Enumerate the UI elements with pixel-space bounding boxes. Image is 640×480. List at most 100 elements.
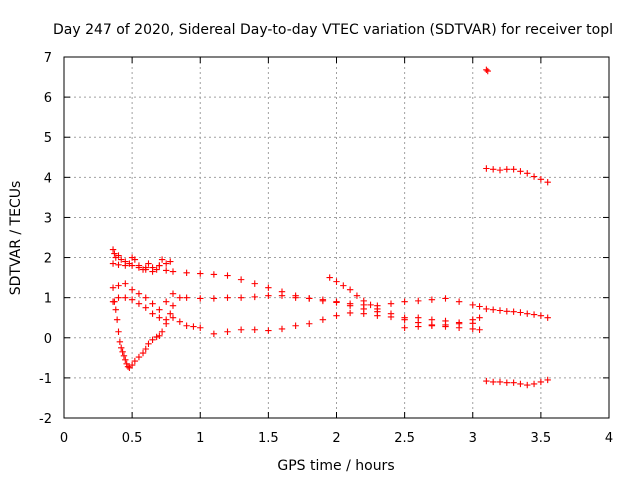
y-tick-label: -2	[39, 412, 52, 427]
data-point	[510, 379, 517, 386]
data-point	[156, 332, 163, 339]
y-axis-label: SDTVAR / TECUs	[8, 181, 24, 296]
x-tick-label: 3.5	[531, 431, 552, 446]
data-point	[111, 250, 118, 257]
data-point	[544, 178, 551, 186]
series-track-e	[326, 274, 483, 333]
data-point	[483, 377, 490, 385]
data-point	[158, 256, 166, 263]
data-point	[162, 260, 170, 267]
series-outlier	[483, 66, 491, 75]
data-point	[503, 166, 511, 173]
data-point	[115, 261, 122, 268]
data-point	[360, 297, 367, 305]
data-point	[346, 286, 354, 293]
data-point	[149, 268, 156, 275]
data-point	[167, 310, 174, 317]
data-point	[265, 292, 272, 299]
data-point	[197, 324, 204, 331]
data-point	[149, 300, 156, 307]
data-point	[131, 357, 139, 365]
data-point	[387, 310, 395, 317]
data-point	[544, 314, 551, 321]
data-point	[153, 333, 160, 341]
data-point	[120, 352, 128, 360]
x-tick-label: 1.5	[258, 431, 279, 446]
data-point	[530, 173, 538, 180]
x-tick-label: 3	[469, 431, 477, 446]
data-point	[469, 301, 476, 309]
data-point	[333, 298, 340, 305]
data-point	[176, 318, 184, 325]
data-point	[237, 326, 245, 333]
data-point	[224, 294, 231, 301]
data-point	[126, 260, 133, 267]
data-point	[145, 340, 152, 347]
data-point	[306, 295, 313, 302]
data-point	[326, 274, 333, 281]
data-point	[116, 338, 124, 345]
data-point	[517, 380, 524, 388]
data-point	[476, 326, 483, 333]
y-tick-label: -1	[39, 372, 52, 387]
data-point	[113, 316, 121, 323]
data-point	[183, 294, 190, 301]
data-point	[123, 360, 130, 368]
data-point	[197, 270, 204, 277]
data-point	[122, 258, 129, 265]
data-point	[210, 295, 218, 302]
data-point	[149, 336, 156, 343]
data-point	[346, 300, 354, 307]
data-point	[142, 294, 149, 301]
x-tick-label: 0.5	[122, 431, 143, 446]
data-point	[483, 305, 490, 313]
data-point	[401, 316, 408, 323]
data-point	[169, 302, 177, 309]
data-point	[183, 269, 190, 276]
data-point	[224, 272, 231, 279]
data-point	[115, 328, 122, 335]
data-point	[537, 378, 545, 386]
data-point	[112, 306, 119, 313]
data-point	[176, 294, 184, 301]
data-point	[118, 344, 125, 352]
data-point	[442, 321, 449, 329]
data-point	[197, 295, 204, 302]
data-point	[401, 324, 408, 331]
data-point	[265, 284, 272, 291]
data-point	[118, 256, 125, 263]
series-track-a-top	[109, 246, 174, 275]
data-point	[115, 282, 122, 289]
data-point	[442, 295, 449, 302]
data-point	[122, 356, 129, 364]
data-points	[109, 66, 551, 389]
data-point	[251, 280, 258, 287]
data-point	[109, 284, 117, 291]
data-point	[251, 293, 258, 301]
data-point	[265, 327, 272, 334]
data-point	[119, 348, 126, 356]
data-point	[224, 328, 231, 335]
data-point	[367, 301, 374, 309]
series-track-g	[483, 165, 551, 186]
data-point	[210, 330, 218, 337]
y-tick-label: 0	[44, 332, 52, 347]
data-point	[319, 316, 327, 323]
data-point	[360, 310, 367, 317]
data-point	[167, 258, 174, 265]
data-point	[484, 67, 491, 75]
data-point	[126, 364, 133, 372]
x-tick-label: 2	[332, 431, 340, 446]
data-point	[139, 349, 147, 357]
data-point	[162, 298, 170, 305]
data-point	[183, 322, 190, 329]
data-point	[292, 294, 299, 301]
y-tick-label: 3	[44, 211, 52, 226]
y-tick-label: 2	[44, 252, 52, 267]
data-point	[489, 306, 497, 313]
data-point	[387, 300, 395, 307]
data-point	[489, 378, 497, 386]
data-point	[530, 311, 538, 318]
data-point	[237, 294, 245, 301]
data-point	[374, 305, 381, 313]
